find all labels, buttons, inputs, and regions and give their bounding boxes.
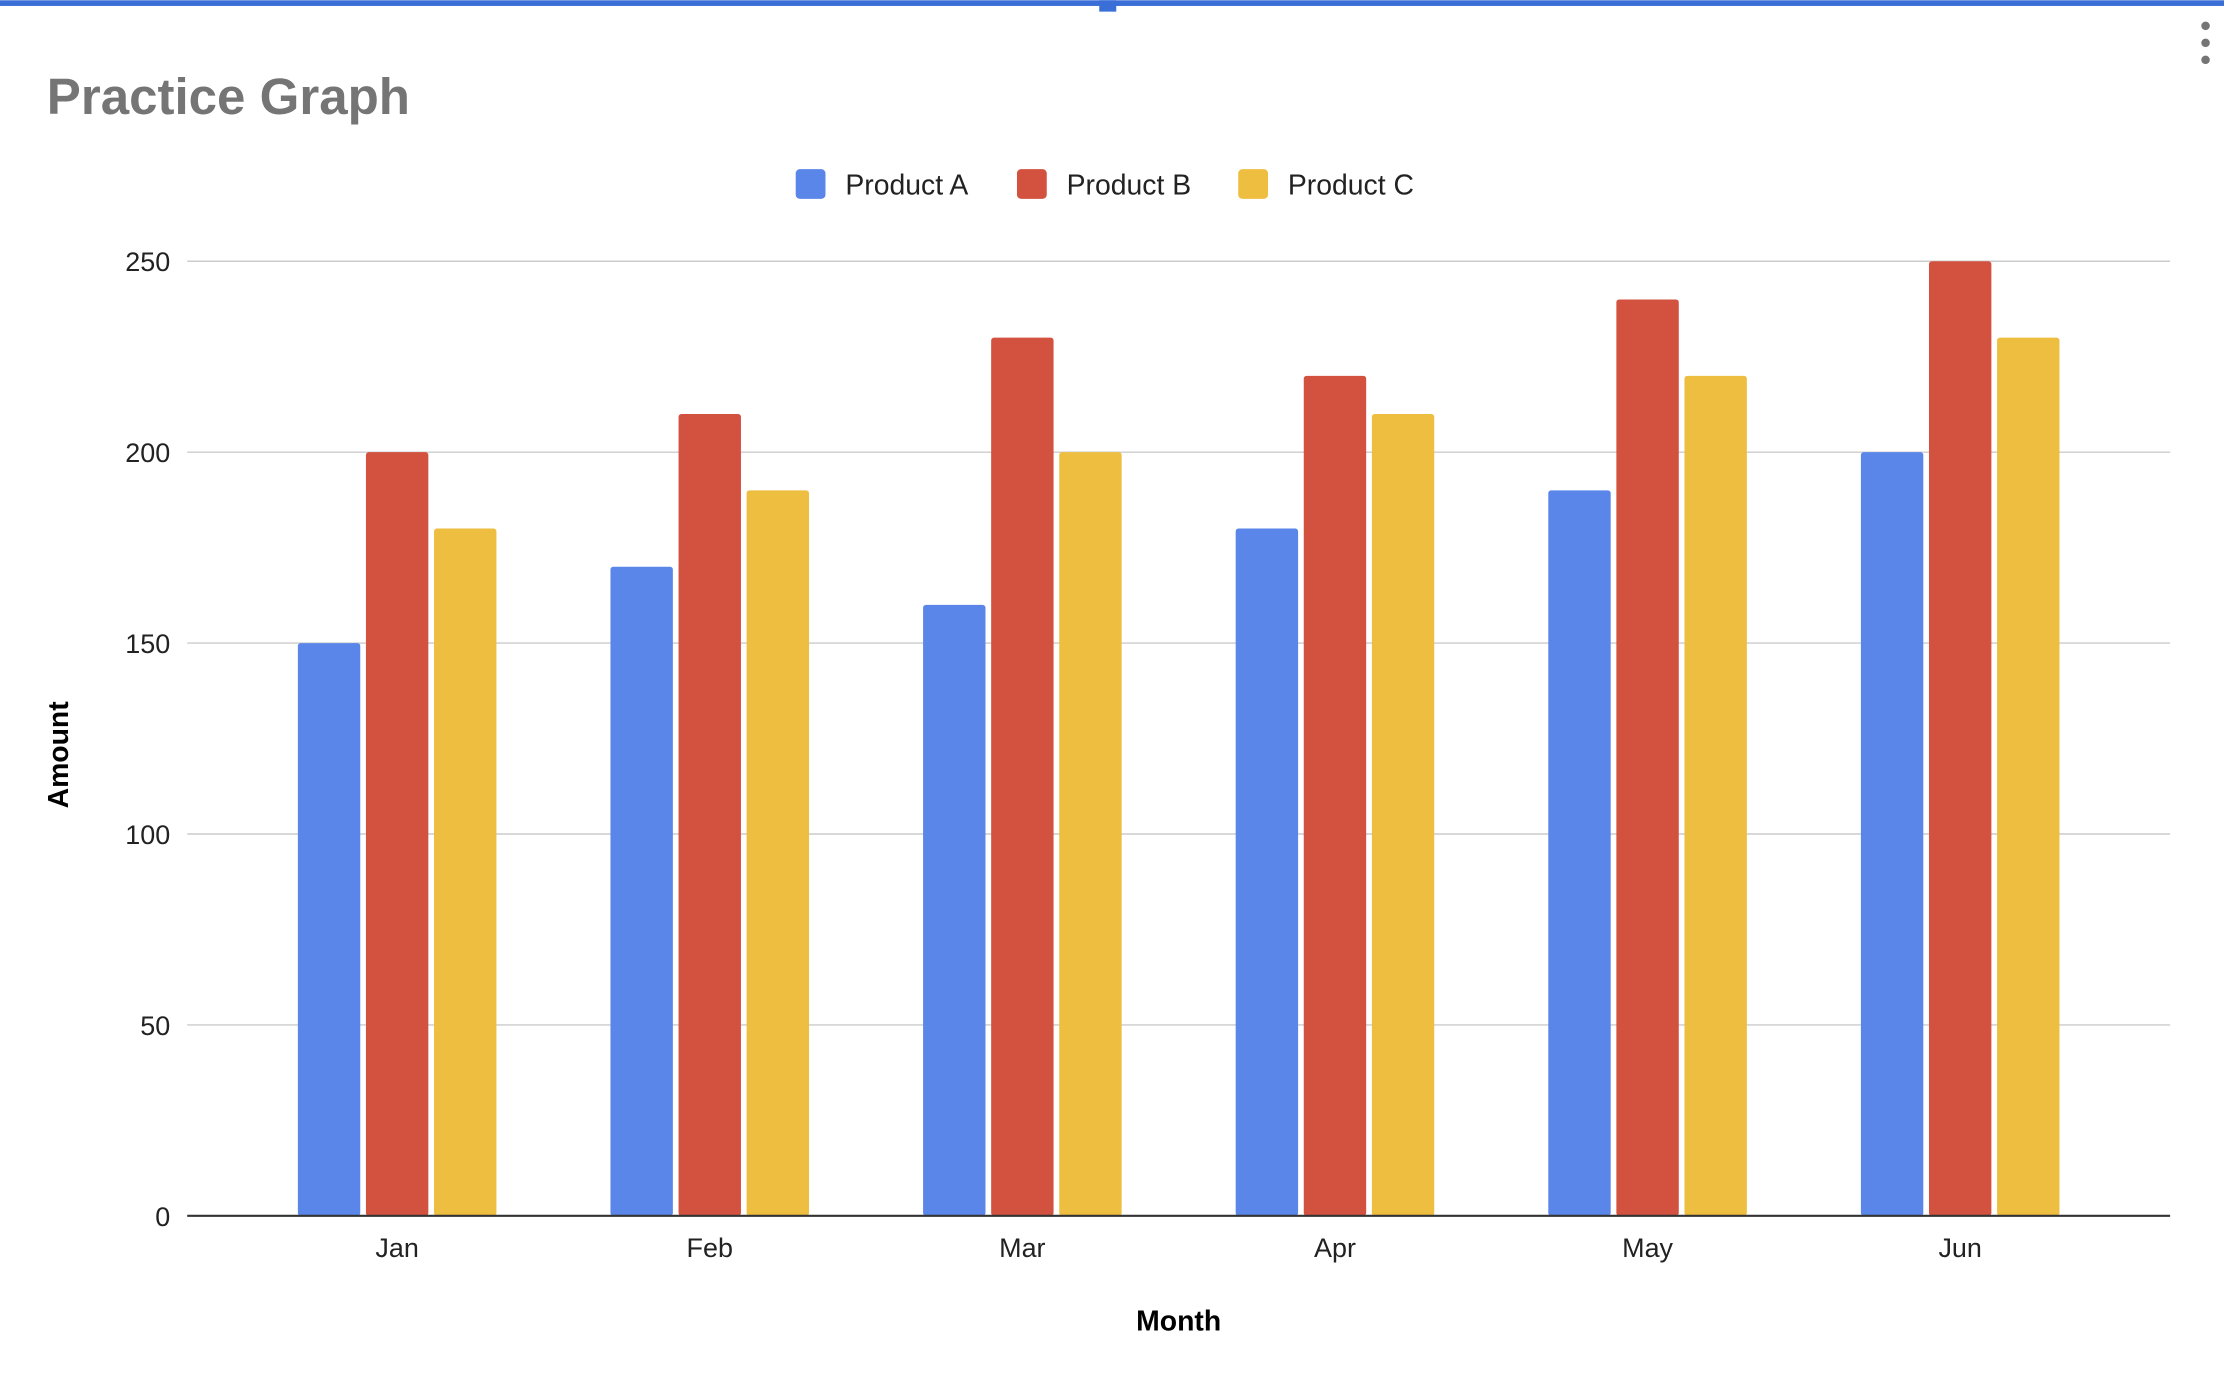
- legend: Product A Product B Product C: [795, 169, 1414, 202]
- y-tick-label: 150: [125, 629, 170, 659]
- bars: [297, 261, 2060, 1216]
- bar-product-a-may[interactable]: [1548, 490, 1611, 1216]
- bar-product-b-jan[interactable]: [365, 452, 429, 1216]
- bar-product-b-feb[interactable]: [678, 414, 741, 1216]
- x-tick-label: Feb: [687, 1233, 733, 1263]
- chart-title: Practice Graph: [47, 68, 410, 125]
- bar-product-a-feb[interactable]: [610, 566, 673, 1216]
- bar-product-b-apr[interactable]: [1303, 375, 1367, 1216]
- bar-product-c-feb[interactable]: [746, 490, 810, 1216]
- y-tick-label: 250: [125, 247, 170, 277]
- bar-product-c-jan[interactable]: [434, 528, 497, 1216]
- y-axis-label: Amount: [43, 701, 75, 809]
- bar-product-b-jun[interactable]: [1928, 261, 1992, 1216]
- x-tick-label: May: [1622, 1233, 1673, 1263]
- bar-product-a-jun[interactable]: [1860, 452, 1924, 1216]
- y-tick-label: 200: [125, 438, 170, 468]
- legend-item[interactable]: Product C: [1238, 169, 1414, 202]
- x-tick-label: Jun: [1938, 1233, 1981, 1263]
- legend-label: Product A: [845, 170, 968, 202]
- bar-product-b-mar[interactable]: [991, 337, 1054, 1216]
- y-tick-label: 50: [140, 1011, 170, 1041]
- x-axis-label: Month: [1136, 1306, 1221, 1338]
- bar-product-c-apr[interactable]: [1371, 414, 1435, 1216]
- bar-product-a-jan[interactable]: [297, 643, 361, 1216]
- gridlines: 0 50 100 150 200 250: [125, 247, 2171, 1232]
- legend-item[interactable]: Product B: [1016, 169, 1192, 202]
- x-tick-label: Mar: [999, 1233, 1045, 1263]
- legend-swatch: [1016, 169, 1047, 199]
- legend-label: Product B: [1067, 170, 1192, 202]
- x-tick-label: Jan: [375, 1233, 418, 1263]
- bar-product-c-jun[interactable]: [1997, 337, 2060, 1216]
- bar-product-c-may[interactable]: [1684, 375, 1747, 1216]
- resize-handle[interactable]: [1099, 0, 1117, 12]
- legend-swatch: [795, 169, 826, 199]
- y-tick-label: 0: [155, 1202, 170, 1232]
- legend-label: Product C: [1288, 170, 1414, 202]
- x-tick-label: Apr: [1314, 1233, 1356, 1263]
- y-tick-label: 100: [125, 820, 170, 850]
- bar-product-a-apr[interactable]: [1235, 528, 1299, 1216]
- legend-swatch: [1238, 169, 1269, 199]
- more-vert-icon[interactable]: [2201, 21, 2210, 65]
- bar-product-a-mar[interactable]: [923, 604, 986, 1216]
- x-tick-labels: Jan Feb Mar Apr May Jun: [375, 1233, 1981, 1263]
- legend-item[interactable]: Product A: [795, 169, 969, 202]
- bar-product-c-mar[interactable]: [1059, 452, 1122, 1216]
- bar-product-b-may[interactable]: [1616, 299, 1679, 1216]
